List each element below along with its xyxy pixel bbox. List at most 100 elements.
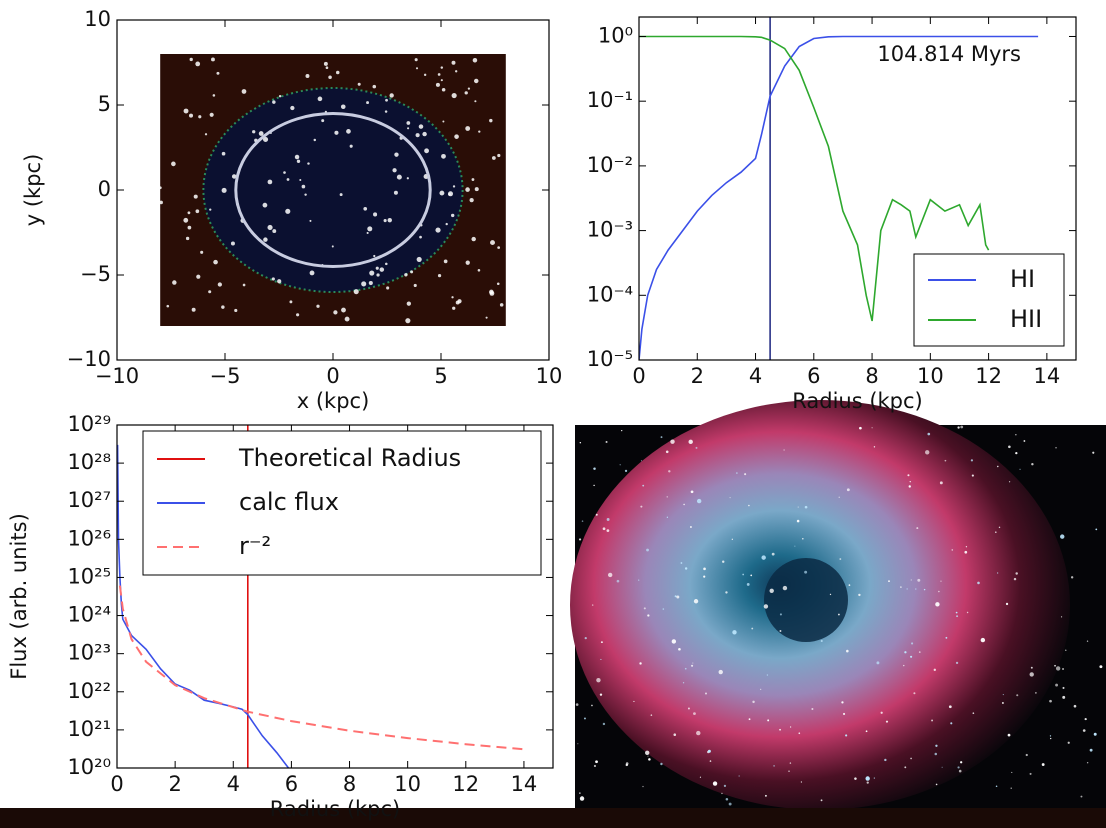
speck <box>385 262 388 266</box>
x-tick-label: −10 <box>95 364 139 388</box>
legend-box <box>142 430 542 576</box>
star <box>640 460 642 462</box>
star <box>966 611 969 614</box>
star <box>927 432 931 436</box>
star <box>900 586 902 588</box>
speck <box>323 61 328 66</box>
star <box>752 700 755 704</box>
star <box>621 429 623 432</box>
star <box>931 719 933 722</box>
star <box>1013 577 1017 581</box>
speck <box>195 209 200 214</box>
x-tick-label: 2 <box>691 364 704 388</box>
star <box>765 794 767 797</box>
star <box>811 708 814 711</box>
speck <box>366 101 370 105</box>
star <box>1062 695 1066 699</box>
speck <box>485 316 488 319</box>
star <box>600 658 602 661</box>
star <box>1011 771 1013 773</box>
speck <box>263 237 268 242</box>
speck <box>442 120 445 123</box>
star <box>1007 733 1011 737</box>
speck <box>217 282 222 287</box>
speck <box>204 133 208 136</box>
star <box>820 799 823 802</box>
speck <box>213 259 218 265</box>
y-tick-label: −5 <box>80 262 111 286</box>
speck <box>301 184 306 189</box>
star <box>1054 664 1056 667</box>
speck <box>372 84 377 89</box>
star <box>577 743 579 745</box>
star <box>725 591 728 594</box>
speck <box>410 270 414 274</box>
star <box>1031 462 1034 466</box>
speck <box>299 178 302 181</box>
star <box>1015 572 1018 575</box>
star <box>648 758 651 761</box>
star <box>923 588 926 591</box>
speck <box>389 93 394 98</box>
speck <box>187 211 191 215</box>
star <box>846 488 850 492</box>
star <box>1055 447 1057 449</box>
star <box>1060 616 1063 618</box>
speck <box>419 235 422 239</box>
speck <box>317 96 323 102</box>
speck <box>406 301 411 306</box>
speck <box>437 273 442 278</box>
star <box>904 766 907 769</box>
legend-label: r⁻² <box>239 532 271 560</box>
star <box>695 446 698 449</box>
speck <box>467 87 471 90</box>
star <box>625 762 629 765</box>
x-tick-label: 0 <box>110 772 123 796</box>
star <box>591 704 593 707</box>
star <box>600 641 603 644</box>
speck <box>339 193 343 197</box>
star <box>960 761 963 764</box>
speck <box>200 250 204 254</box>
y-tick-label: 10²² <box>67 679 111 703</box>
x-tick-label: 4 <box>227 772 240 796</box>
star <box>736 472 738 474</box>
series-line <box>639 35 990 322</box>
star <box>1015 451 1018 455</box>
star <box>941 766 943 768</box>
star <box>692 662 694 664</box>
star <box>865 776 870 781</box>
speck <box>333 310 338 315</box>
speck <box>499 303 504 307</box>
star <box>910 655 913 658</box>
star <box>660 436 663 439</box>
speck <box>452 306 456 310</box>
speck <box>185 236 190 241</box>
star <box>670 439 675 444</box>
star <box>693 712 696 716</box>
speck <box>424 148 429 154</box>
speck <box>272 229 277 233</box>
star <box>906 588 908 590</box>
star <box>797 506 799 508</box>
speck <box>440 79 443 82</box>
y-tick-label: 0 <box>98 177 111 201</box>
y-tick-label: 10²⁰ <box>67 755 111 779</box>
speck <box>258 131 264 136</box>
star <box>771 552 775 556</box>
star <box>602 722 606 726</box>
speck <box>234 308 238 313</box>
speck <box>474 100 477 103</box>
speck <box>334 130 339 135</box>
star <box>673 733 677 736</box>
legend-box <box>913 253 1065 347</box>
speck <box>465 187 470 192</box>
star <box>721 792 723 795</box>
star <box>865 730 868 733</box>
speck <box>478 130 481 133</box>
speck <box>289 300 293 304</box>
speck <box>242 283 246 287</box>
speck <box>209 112 214 117</box>
speck <box>455 70 458 73</box>
